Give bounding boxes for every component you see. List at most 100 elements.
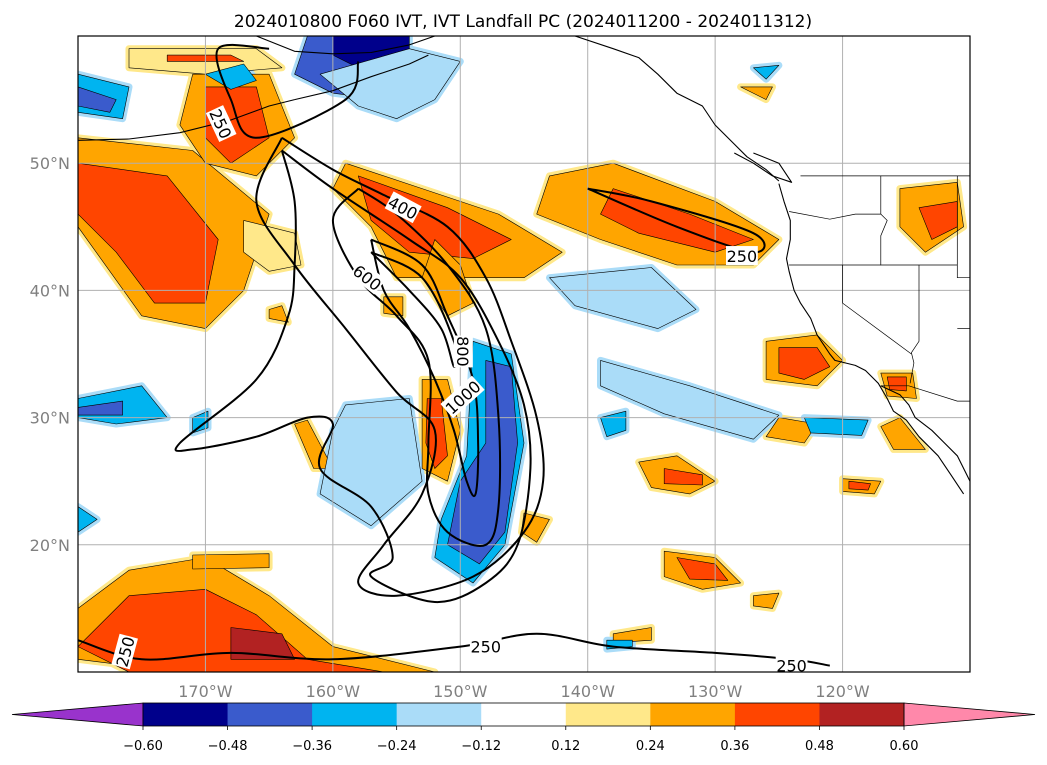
ivt-contour: [370, 238, 480, 498]
ivt-contour: [174, 149, 532, 604]
anomaly-patch: [205, 63, 257, 90]
lat-tick-label: 30°N: [30, 409, 70, 428]
political-border: [909, 265, 920, 384]
longitude-tick-labels: 170°W 160°W 150°W 140°W 130°W 120°W: [178, 682, 870, 701]
colorbar-segment: [312, 703, 398, 726]
contour-label-bg: [111, 633, 138, 670]
lon-tick-label: 140°W: [561, 682, 616, 701]
anomaly-patch: [663, 468, 703, 486]
lat-tick-label: 50°N: [30, 154, 70, 173]
contour-label-bg: [205, 105, 237, 142]
coastline: [574, 36, 780, 182]
colorbar-extend-high: [903, 702, 1036, 727]
anomaly-patch: [230, 627, 295, 660]
colorbar-segment: [734, 703, 820, 726]
colorbar-tick-label: 0.12: [551, 739, 580, 754]
ivt-contour: [587, 187, 766, 254]
political-border: [880, 385, 970, 402]
anomaly-patch: [803, 417, 869, 436]
colorbar-segment: [565, 703, 651, 726]
anomaly-patch: [600, 360, 780, 440]
contour-label: 250: [776, 657, 807, 676]
colorbar-tick-label: 0.24: [636, 739, 665, 754]
colorbar-tick-label: −0.60: [123, 739, 163, 754]
contour-label: 250: [470, 638, 501, 657]
colorbar-tick-label: 0.36: [720, 739, 749, 754]
contour-label-bg: [349, 260, 386, 295]
anomaly-patch: [778, 347, 831, 380]
contour-label: 250: [727, 247, 758, 266]
anomaly-patch: [886, 376, 907, 392]
colorbar-tick-label: −0.12: [461, 739, 501, 754]
border-layer: [789, 175, 970, 402]
lat-tick-label: 40°N: [30, 281, 70, 300]
ivt-contour: [331, 187, 502, 547]
colorbar-tick-label: 0.48: [805, 739, 834, 754]
contour-label-bg: [469, 636, 502, 656]
gridlines: [78, 36, 970, 672]
anomaly-patch: [753, 592, 780, 609]
anomaly-patch: [78, 162, 219, 304]
anomaly-patch: [753, 65, 780, 80]
anomaly-patch: [612, 627, 652, 644]
ivt-contour: [255, 136, 545, 597]
anomaly-patch: [243, 220, 302, 272]
anomaly-patch: [268, 305, 289, 323]
contour-label-bg: [440, 375, 485, 419]
colorbar-segment: [481, 703, 567, 726]
anomaly-patch: [78, 400, 123, 416]
colorbar-tick-label: −0.36: [292, 739, 332, 754]
colorbar-segment: [396, 703, 482, 726]
ivt-contour: [215, 43, 360, 139]
anomaly-patch: [848, 480, 871, 491]
contour-label: 800: [453, 336, 472, 367]
colorbar-segment: [143, 703, 229, 726]
political-border: [842, 265, 912, 355]
anomaly-patch: [880, 417, 926, 450]
anomaly-patch: [549, 267, 697, 329]
lon-tick-label: 170°W: [178, 682, 233, 701]
contour-label-bg: [453, 335, 473, 368]
ivt-contour-layer: [78, 43, 830, 667]
colorbar-tick-label: −0.48: [208, 739, 248, 754]
colorbar-segment: [819, 703, 905, 726]
colorbar-segment: [227, 703, 313, 726]
coastline: [734, 152, 793, 183]
coastline: [256, 36, 435, 55]
lon-tick-label: 120°W: [815, 682, 870, 701]
political-border: [880, 175, 958, 266]
anomaly-patch: [765, 417, 818, 444]
coastline: [778, 183, 965, 495]
contour-label-bg: [384, 191, 422, 224]
political-border: [956, 175, 970, 279]
coastline: [294, 54, 429, 101]
anomaly-patch: [425, 398, 448, 469]
coastline-layer: [78, 36, 970, 495]
colorbar: −0.60 −0.48 −0.36 −0.24 −0.12 0.12 0.24 0.36 0.4…: [11, 702, 1036, 754]
latitude-tick-labels: 20°N 30°N 40°N 50°N: [30, 154, 70, 555]
political-border: [789, 211, 881, 220]
colorbar-tick-label: 0.60: [890, 739, 919, 754]
map-frame: [77, 35, 971, 673]
colorbar-extend-low: [11, 702, 144, 727]
lon-tick-label: 150°W: [433, 682, 488, 701]
anomaly-patch: [192, 553, 270, 570]
coastline: [880, 385, 970, 482]
anomaly-patch: [192, 410, 209, 434]
contour-label-bg: [775, 655, 808, 672]
colorbar-segment: [650, 703, 736, 726]
lon-tick-label: 160°W: [306, 682, 361, 701]
anomaly-patch: [78, 506, 98, 533]
coastline: [78, 99, 295, 141]
colorbar-frame: [142, 702, 905, 727]
anomaly-patch: [78, 86, 117, 113]
lat-tick-label: 20°N: [30, 536, 70, 555]
lon-tick-label: 130°W: [688, 682, 743, 701]
contour-label-bg: [726, 246, 758, 266]
anomaly-patch: [740, 86, 773, 100]
anomaly-patch: [319, 48, 461, 119]
colorbar-tick-label: −0.24: [377, 739, 417, 754]
